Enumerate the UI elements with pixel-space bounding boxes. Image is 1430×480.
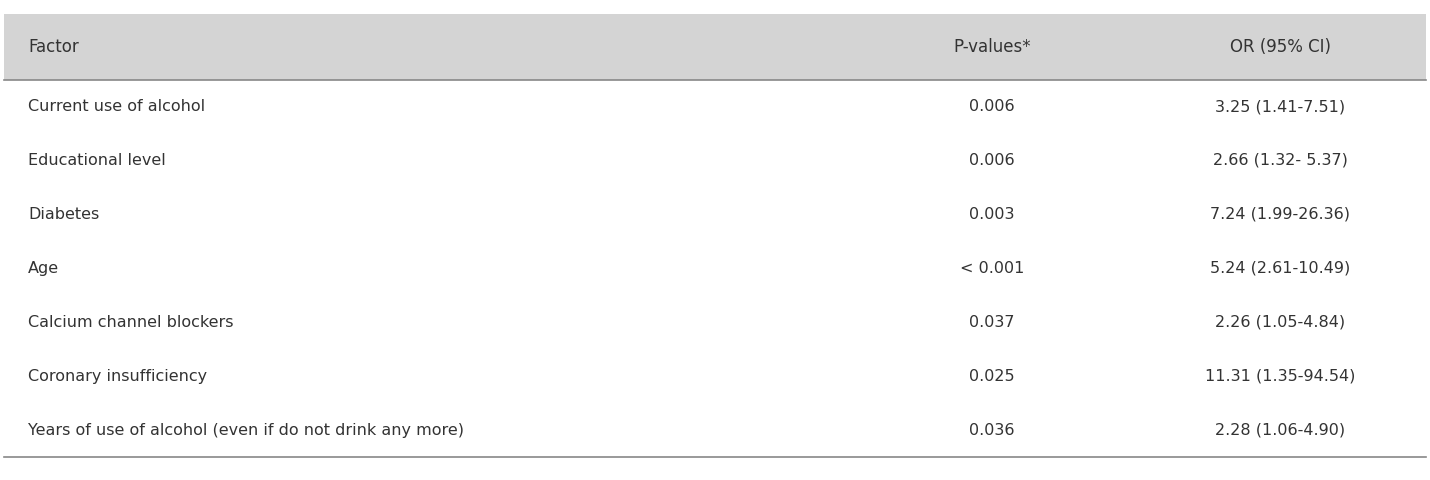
Text: 5.24 (2.61-10.49): 5.24 (2.61-10.49) — [1210, 261, 1350, 276]
Text: 0.006: 0.006 — [970, 153, 1015, 168]
Text: Factor: Factor — [29, 37, 79, 56]
Text: 0.036: 0.036 — [970, 422, 1015, 437]
Bar — [4, 13, 1426, 80]
Text: Diabetes: Diabetes — [29, 207, 100, 222]
Text: 3.25 (1.41-7.51): 3.25 (1.41-7.51) — [1216, 99, 1346, 114]
Text: < 0.001: < 0.001 — [960, 261, 1024, 276]
Text: Calcium channel blockers: Calcium channel blockers — [29, 315, 235, 330]
Text: 7.24 (1.99-26.36): 7.24 (1.99-26.36) — [1210, 207, 1350, 222]
Text: 2.26 (1.05-4.84): 2.26 (1.05-4.84) — [1216, 315, 1346, 330]
Text: OR (95% CI): OR (95% CI) — [1230, 37, 1330, 56]
Text: Educational level: Educational level — [29, 153, 166, 168]
Text: Years of use of alcohol (even if do not drink any more): Years of use of alcohol (even if do not … — [29, 422, 465, 437]
Text: 0.006: 0.006 — [970, 99, 1015, 114]
Text: Current use of alcohol: Current use of alcohol — [29, 99, 206, 114]
Text: 2.28 (1.06-4.90): 2.28 (1.06-4.90) — [1216, 422, 1346, 437]
Text: 0.037: 0.037 — [970, 315, 1015, 330]
Text: 11.31 (1.35-94.54): 11.31 (1.35-94.54) — [1205, 369, 1356, 384]
Text: Age: Age — [29, 261, 60, 276]
Text: Coronary insufficiency: Coronary insufficiency — [29, 369, 207, 384]
Text: 0.025: 0.025 — [970, 369, 1015, 384]
Text: 2.66 (1.32- 5.37): 2.66 (1.32- 5.37) — [1213, 153, 1347, 168]
Text: 0.003: 0.003 — [970, 207, 1015, 222]
Text: P-values*: P-values* — [954, 37, 1031, 56]
